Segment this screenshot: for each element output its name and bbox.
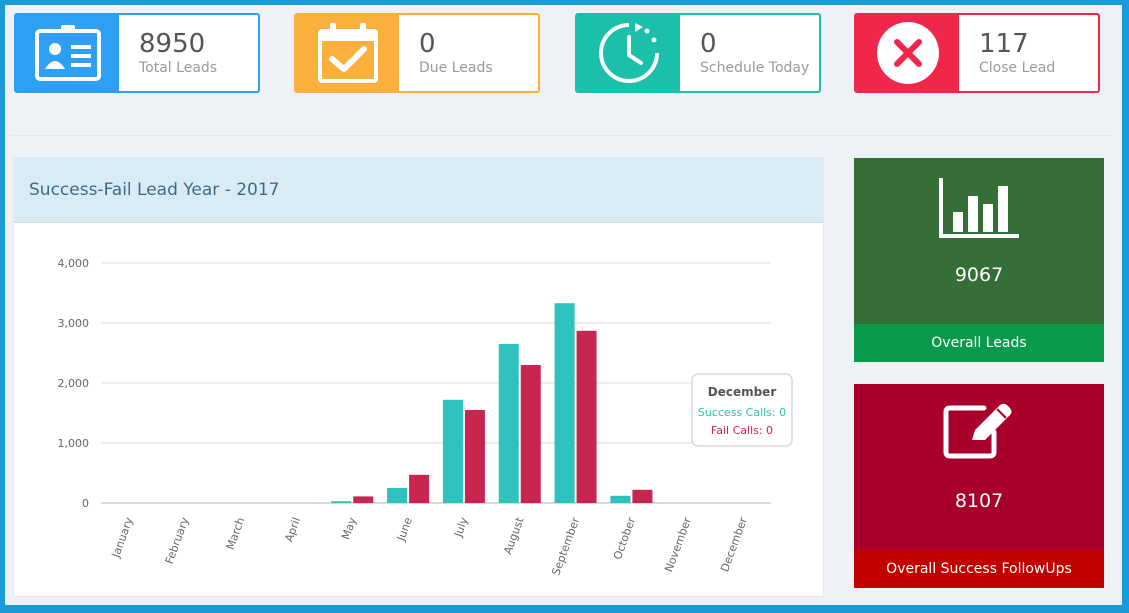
bar-success-may bbox=[331, 501, 352, 503]
id-card-icon bbox=[34, 25, 101, 81]
overall-success-followups-footer[interactable]: Overall Success FollowUps bbox=[854, 550, 1104, 588]
total-leads-value: 8950 bbox=[139, 29, 206, 59]
close-lead-icon-box bbox=[856, 15, 959, 91]
overall-success-followups-card[interactable]: 8107 Overall Success FollowUps bbox=[854, 384, 1104, 588]
close-lead-card[interactable]: 117 Close Lead bbox=[854, 13, 1100, 93]
bar-success-october bbox=[610, 495, 631, 503]
total-leads-icon-box bbox=[16, 15, 119, 91]
clock-icon bbox=[598, 23, 659, 83]
bar-fail-may bbox=[353, 496, 374, 503]
close-circle-icon bbox=[876, 22, 939, 84]
section-divider bbox=[10, 135, 1112, 136]
bar-fail-september bbox=[576, 330, 597, 503]
x-tick-label: September bbox=[549, 515, 582, 577]
x-tick-label: May bbox=[339, 515, 359, 541]
bar-chart: 0 1,000 2,000 3,000 4,000 January February Marc… bbox=[58, 257, 793, 577]
edit-icon bbox=[943, 403, 1012, 459]
y-tick-label: 1,000 bbox=[58, 437, 90, 450]
x-tick-label: July bbox=[451, 515, 470, 539]
x-tick-label: December bbox=[718, 515, 750, 573]
y-tick-label: 0 bbox=[82, 497, 89, 510]
x-tick-label: August bbox=[501, 515, 527, 556]
tooltip-box bbox=[691, 373, 793, 447]
x-tick-label: October bbox=[611, 515, 638, 561]
success-fail-chart-panel: Success-Fail Lead Year - 2017 0 1,000 2,00… bbox=[13, 157, 824, 597]
overall-success-followups-value: 8107 bbox=[954, 490, 1004, 512]
due-leads-icon-box bbox=[296, 15, 399, 91]
schedule-today-card[interactable]: 0 Schedule Today bbox=[575, 13, 821, 93]
tooltip-title: December bbox=[708, 385, 777, 399]
bar-fail-august bbox=[520, 365, 541, 503]
overall-leads-value: 9067 bbox=[954, 264, 1004, 286]
bar-success-june bbox=[387, 488, 408, 503]
y-tick-label: 2,000 bbox=[58, 377, 90, 390]
tooltip-line-success: Success Calls: 0 bbox=[698, 406, 786, 419]
bar-success-september bbox=[554, 303, 575, 503]
calendar-check-icon bbox=[317, 23, 378, 83]
bar-success-august bbox=[498, 344, 519, 503]
total-leads-card[interactable]: 8950 Total Leads bbox=[14, 13, 260, 93]
x-tick-label: June bbox=[394, 515, 415, 543]
x-tick-label: April bbox=[282, 516, 303, 544]
due-leads-card[interactable]: 0 Due Leads bbox=[294, 13, 540, 93]
due-leads-value: 0 bbox=[419, 29, 436, 59]
close-lead-value: 117 bbox=[979, 29, 1029, 59]
close-lead-label: Close Lead bbox=[979, 60, 1056, 76]
y-tick-label: 4,000 bbox=[58, 257, 90, 270]
bar-fail-july bbox=[464, 410, 485, 503]
x-tick-label: January bbox=[109, 515, 136, 560]
y-tick-label: 3,000 bbox=[58, 317, 90, 330]
due-leads-label: Due Leads bbox=[419, 60, 493, 76]
schedule-today-icon-box bbox=[577, 15, 680, 91]
schedule-today-value: 0 bbox=[700, 29, 717, 59]
x-tick-label: November bbox=[662, 515, 694, 574]
dashboard: 8950 Total Leads 0 Due Leads bbox=[5, 5, 1122, 605]
bar-chart-icon bbox=[939, 178, 1019, 238]
x-tick-label: March bbox=[224, 516, 248, 552]
total-leads-label: Total Leads bbox=[139, 60, 218, 76]
bar-success-july bbox=[442, 399, 463, 503]
bar-fail-october bbox=[632, 489, 653, 503]
overall-leads-card[interactable]: 9067 Overall Leads bbox=[854, 158, 1104, 362]
tooltip-line-fail: Fail Calls: 0 bbox=[711, 424, 773, 437]
x-tick-label: February bbox=[163, 515, 192, 566]
overall-leads-footer[interactable]: Overall Leads bbox=[854, 324, 1104, 362]
schedule-today-label: Schedule Today bbox=[700, 60, 810, 76]
bar-fail-june bbox=[409, 474, 430, 503]
chart-panel-title: Success-Fail Lead Year - 2017 bbox=[14, 158, 823, 223]
